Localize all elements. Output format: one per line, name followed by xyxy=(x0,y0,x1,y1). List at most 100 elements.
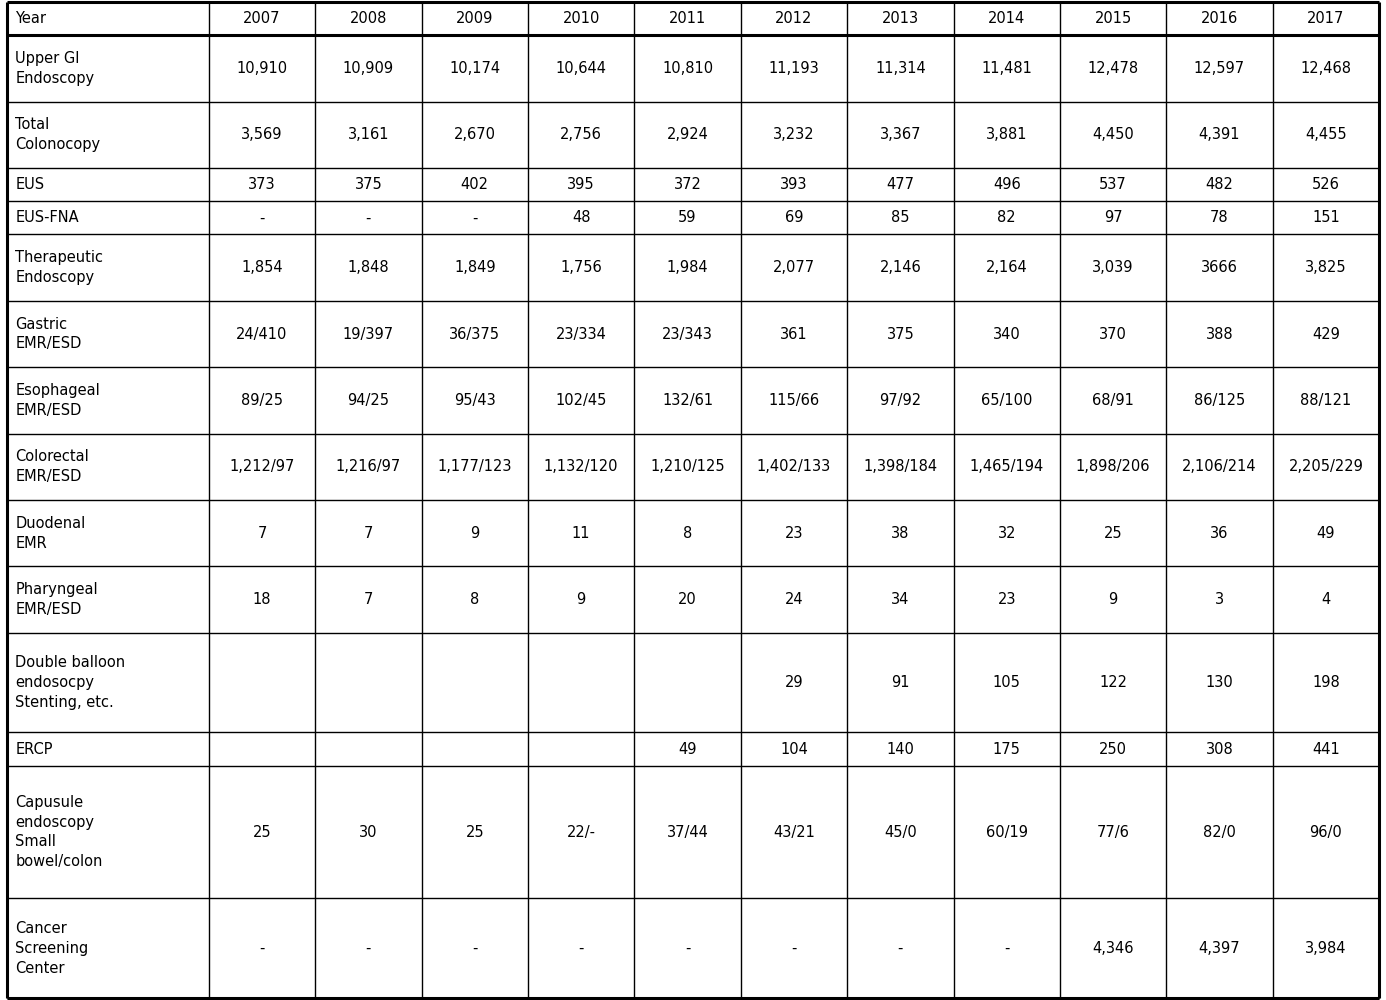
Text: 2011: 2011 xyxy=(669,11,707,26)
Text: 49: 49 xyxy=(678,742,697,757)
Text: 2,106/214: 2,106/214 xyxy=(1182,459,1257,474)
Text: 140: 140 xyxy=(887,742,915,757)
Text: 97/92: 97/92 xyxy=(879,393,922,408)
Text: 2,924: 2,924 xyxy=(667,127,708,142)
Text: 2007: 2007 xyxy=(243,11,281,26)
Text: 375: 375 xyxy=(355,177,383,192)
Text: 2008: 2008 xyxy=(349,11,387,26)
Text: 151: 151 xyxy=(1313,210,1340,225)
Text: 38: 38 xyxy=(891,526,909,541)
Text: 37/44: 37/44 xyxy=(667,825,708,840)
Text: 85: 85 xyxy=(891,210,909,225)
Text: 23: 23 xyxy=(784,526,802,541)
Text: 477: 477 xyxy=(886,177,915,192)
Text: -: - xyxy=(791,941,797,956)
Text: 10,174: 10,174 xyxy=(449,61,500,76)
Text: 7: 7 xyxy=(363,592,373,607)
Text: 3,161: 3,161 xyxy=(348,127,389,142)
Text: 45/0: 45/0 xyxy=(884,825,916,840)
Text: 2016: 2016 xyxy=(1200,11,1238,26)
Text: 402: 402 xyxy=(460,177,489,192)
Text: 8: 8 xyxy=(683,526,692,541)
Text: Double balloon
endosocpy
Stenting, etc.: Double balloon endosocpy Stenting, etc. xyxy=(15,655,125,710)
Text: 12,468: 12,468 xyxy=(1300,61,1351,76)
Text: 122: 122 xyxy=(1099,675,1127,690)
Text: 1,984: 1,984 xyxy=(667,260,708,275)
Text: EUS-FNA: EUS-FNA xyxy=(15,210,79,225)
Text: 9: 9 xyxy=(577,592,586,607)
Text: 115/66: 115/66 xyxy=(768,393,819,408)
Text: 3,984: 3,984 xyxy=(1306,941,1347,956)
Text: 89/25: 89/25 xyxy=(241,393,283,408)
Text: 10,910: 10,910 xyxy=(237,61,287,76)
Text: -: - xyxy=(685,941,690,956)
Text: 3,232: 3,232 xyxy=(773,127,815,142)
Text: 250: 250 xyxy=(1099,742,1127,757)
Text: 2014: 2014 xyxy=(988,11,1026,26)
Text: 1,465/194: 1,465/194 xyxy=(970,459,1044,474)
Text: 395: 395 xyxy=(567,177,595,192)
Text: 1,402/133: 1,402/133 xyxy=(757,459,832,474)
Text: 537: 537 xyxy=(1099,177,1127,192)
Text: 2,205/229: 2,205/229 xyxy=(1289,459,1364,474)
Text: 2009: 2009 xyxy=(456,11,493,26)
Text: 4,391: 4,391 xyxy=(1199,127,1240,142)
Text: 11,193: 11,193 xyxy=(769,61,819,76)
Text: 1,756: 1,756 xyxy=(560,260,602,275)
Text: 69: 69 xyxy=(784,210,802,225)
Text: 3,569: 3,569 xyxy=(241,127,283,142)
Text: 2,756: 2,756 xyxy=(560,127,602,142)
Text: 175: 175 xyxy=(992,742,1020,757)
Text: 24: 24 xyxy=(784,592,804,607)
Text: 4,346: 4,346 xyxy=(1092,941,1134,956)
Text: Pharyngeal
EMR/ESD: Pharyngeal EMR/ESD xyxy=(15,582,98,617)
Text: 32: 32 xyxy=(998,526,1016,541)
Text: 24/410: 24/410 xyxy=(236,327,288,342)
Text: 2012: 2012 xyxy=(775,11,812,26)
Text: 97: 97 xyxy=(1103,210,1123,225)
Text: 3666: 3666 xyxy=(1202,260,1238,275)
Text: 65/100: 65/100 xyxy=(981,393,1033,408)
Text: 1,854: 1,854 xyxy=(241,260,283,275)
Text: 1,849: 1,849 xyxy=(455,260,496,275)
Text: Year: Year xyxy=(15,11,46,26)
Text: Therapeutic
Endoscopy: Therapeutic Endoscopy xyxy=(15,250,103,285)
Text: 1,210/125: 1,210/125 xyxy=(650,459,725,474)
Text: 22/-: 22/- xyxy=(567,825,596,840)
Text: 1,848: 1,848 xyxy=(348,260,389,275)
Text: 30: 30 xyxy=(359,825,377,840)
Text: -: - xyxy=(578,941,584,956)
Text: -: - xyxy=(366,210,371,225)
Text: 77/6: 77/6 xyxy=(1096,825,1130,840)
Text: ERCP: ERCP xyxy=(15,742,53,757)
Text: 91: 91 xyxy=(891,675,909,690)
Text: Gastric
EMR/ESD: Gastric EMR/ESD xyxy=(15,317,82,351)
Text: -: - xyxy=(366,941,371,956)
Text: 4: 4 xyxy=(1321,592,1331,607)
Text: 340: 340 xyxy=(992,327,1020,342)
Text: 36: 36 xyxy=(1210,526,1228,541)
Text: Capusule
endoscopy
Small
bowel/colon: Capusule endoscopy Small bowel/colon xyxy=(15,795,103,869)
Text: 95/43: 95/43 xyxy=(453,393,496,408)
Text: Esophageal
EMR/ESD: Esophageal EMR/ESD xyxy=(15,383,100,418)
Text: 34: 34 xyxy=(891,592,909,607)
Text: Colorectal
EMR/ESD: Colorectal EMR/ESD xyxy=(15,449,89,484)
Text: 372: 372 xyxy=(674,177,701,192)
Text: 429: 429 xyxy=(1313,327,1340,342)
Text: 1,898/206: 1,898/206 xyxy=(1076,459,1150,474)
Text: -: - xyxy=(259,210,265,225)
Text: 1,398/184: 1,398/184 xyxy=(863,459,937,474)
Text: 4,455: 4,455 xyxy=(1306,127,1347,142)
Text: -: - xyxy=(473,941,477,956)
Text: EUS: EUS xyxy=(15,177,44,192)
Text: 43/21: 43/21 xyxy=(773,825,815,840)
Text: -: - xyxy=(898,941,904,956)
Text: 2,146: 2,146 xyxy=(880,260,922,275)
Text: Upper GI
Endoscopy: Upper GI Endoscopy xyxy=(15,51,94,86)
Text: 496: 496 xyxy=(992,177,1020,192)
Text: 11: 11 xyxy=(572,526,590,541)
Text: 3,039: 3,039 xyxy=(1092,260,1134,275)
Text: 11,481: 11,481 xyxy=(981,61,1033,76)
Text: 23/334: 23/334 xyxy=(556,327,607,342)
Text: 198: 198 xyxy=(1313,675,1340,690)
